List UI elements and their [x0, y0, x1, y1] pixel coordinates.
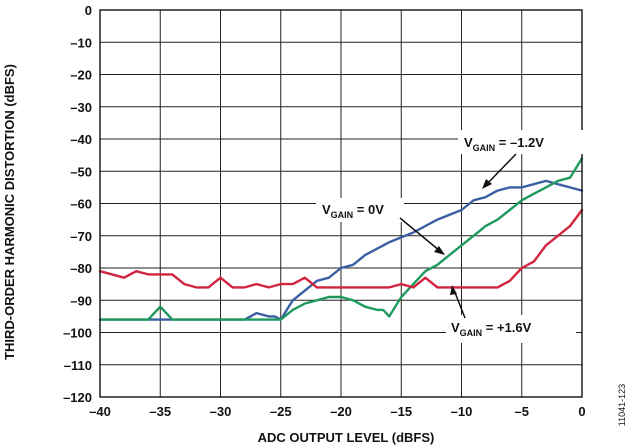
y-axis-title: THIRD-ORDER HARMONIC DISTORTION (dBFS) — [2, 64, 17, 360]
figure-id: 11041-123 — [617, 384, 627, 426]
x-tick-label: –35 — [149, 404, 171, 419]
annotation-vgain-0: VGAIN = 0V — [316, 198, 445, 255]
annotation-subscript: GAIN — [331, 210, 354, 220]
series-lines — [98, 157, 584, 321]
series-line-2 — [98, 208, 584, 289]
annotation-subscript: GAIN — [473, 143, 496, 153]
y-tick-label: –80 — [70, 261, 92, 276]
y-tick-label: –100 — [63, 326, 92, 341]
annotation-arrow — [399, 217, 441, 252]
annotation-main: V — [322, 202, 331, 217]
y-tick-label: 0 — [85, 3, 92, 18]
annotation-arrow — [485, 153, 517, 186]
annotation-rest: = 0V — [353, 202, 384, 217]
x-tick-label: –10 — [451, 404, 473, 419]
x-tick-label: –40 — [89, 404, 111, 419]
arrowhead — [450, 285, 457, 295]
annotation-arrow — [453, 289, 466, 319]
annotation-box — [446, 315, 576, 343]
y-tick-label: –30 — [70, 100, 92, 115]
annotation-subscript: GAIN — [460, 328, 483, 338]
x-tick-label: –30 — [210, 404, 232, 419]
x-tick-labels: –40 –35 –30 –25 –20 –15 –10 –5 0 — [89, 404, 585, 419]
annotation-main: V — [464, 135, 473, 150]
y-tick-label: –70 — [70, 229, 92, 244]
x-axis-title: ADC OUTPUT LEVEL (dBFS) — [258, 430, 435, 445]
annotation-label: VGAIN = –1.2V — [464, 135, 544, 153]
y-tick-label: –10 — [70, 35, 92, 50]
plot-frame — [99, 9, 583, 398]
annotation-rest: = +1.6V — [482, 320, 531, 335]
arrowhead — [434, 246, 445, 255]
series-line-1 — [98, 157, 584, 321]
y-tick-label: –20 — [70, 68, 92, 83]
annotation-rest: = –1.2V — [495, 135, 544, 150]
y-tick-label: –50 — [70, 164, 92, 179]
x-tick-label: –5 — [515, 404, 529, 419]
y-tick-label: –120 — [63, 390, 92, 405]
annotation-label: VGAIN = +1.6V — [451, 320, 532, 338]
annotation-main: V — [451, 320, 460, 335]
y-tick-label: –90 — [70, 293, 92, 308]
arrowhead — [482, 179, 492, 189]
annotation-box — [316, 198, 404, 222]
y-tick-label: –40 — [70, 132, 92, 147]
annotation-vgain-plus-1-6: VGAIN = +1.6V — [446, 285, 576, 343]
y-tick-label: –110 — [64, 358, 92, 373]
y-tick-labels: 0 –10 –20 –30 –40 –50 –60 –70 –80 –90 –100 –110 –120 — [63, 3, 92, 405]
annotation-vgain-minus-1-2: VGAIN = –1.2V — [458, 130, 588, 189]
annotation-label: VGAIN = 0V — [322, 202, 384, 220]
x-tick-label: 0 — [578, 404, 585, 419]
x-tick-label: –25 — [270, 404, 292, 419]
y-tick-label: –60 — [70, 197, 92, 212]
x-tick-label: –15 — [390, 404, 412, 419]
annotation-box — [458, 130, 588, 154]
x-tick-label: –20 — [330, 404, 352, 419]
